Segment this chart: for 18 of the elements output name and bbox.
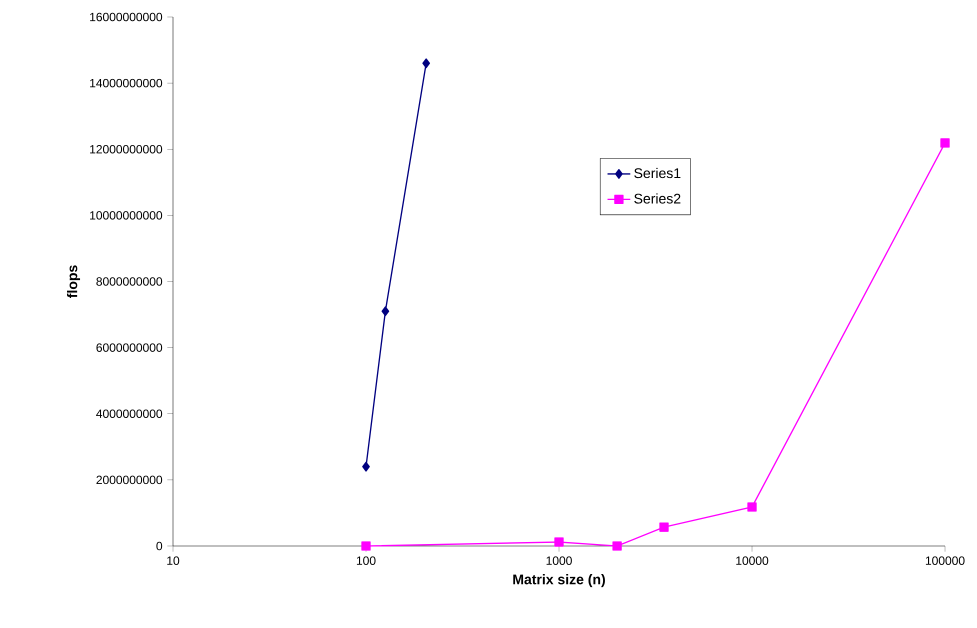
x-tick-label: 100000 <box>926 556 965 565</box>
y-tick-label: 8000000000 <box>96 277 162 286</box>
y-tick-label: 4000000000 <box>96 409 162 418</box>
y-tick-label: 12000000000 <box>90 144 162 154</box>
y-tick-label: 16000000000 <box>90 12 162 22</box>
y-tick-label: 10000000000 <box>90 211 162 220</box>
x-axis-title: Matrix size (n) <box>513 574 605 588</box>
legend-label: Series2 <box>634 193 680 204</box>
x-tick-label: 10 <box>167 556 180 565</box>
y-tick-label: 14000000000 <box>90 78 162 88</box>
legend-label: Series1 <box>634 168 680 178</box>
x-tick-label: 10000 <box>736 556 768 565</box>
x-tick-label: 100 <box>356 556 376 565</box>
y-tick-label: 0 <box>156 542 162 550</box>
y-tick-label: 2000000000 <box>96 476 162 484</box>
x-tick-label: 1000 <box>546 556 572 565</box>
y-axis-title: flops <box>66 265 80 298</box>
y-tick-label: 6000000000 <box>96 343 162 352</box>
